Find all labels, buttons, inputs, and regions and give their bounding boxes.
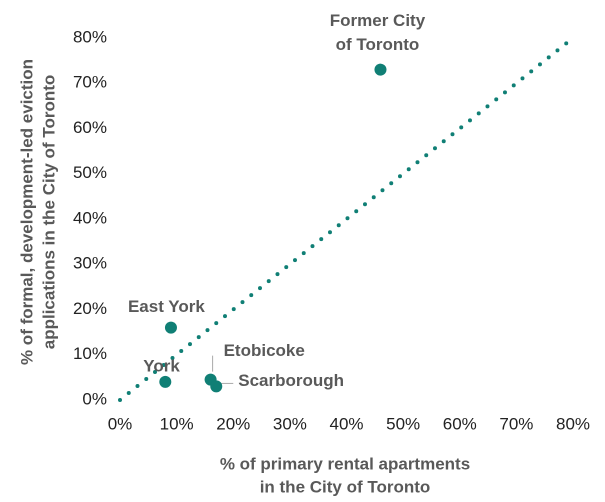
point-label: Etobicoke <box>224 341 305 360</box>
x-axis-label: in the City of Toronto <box>260 477 431 496</box>
y-tick-label: 20% <box>73 299 107 318</box>
x-tick-label: 80% <box>556 414 590 433</box>
point <box>164 321 177 334</box>
reference-line <box>118 36 575 402</box>
y-tick-label: 80% <box>73 27 107 46</box>
point <box>210 380 223 393</box>
point-label: Scarborough <box>238 371 344 390</box>
x-tick-label: 60% <box>443 414 477 433</box>
point-label: of Toronto <box>336 35 420 54</box>
x-axis-label: % of primary rental apartments <box>220 454 470 473</box>
y-axis-label: % of formal, development-led eviction <box>17 59 36 365</box>
x-tick-label: 40% <box>329 414 363 433</box>
x-tick-label: 30% <box>273 414 307 433</box>
y-axis-label: applications in the City of Toronto <box>39 75 58 350</box>
point <box>374 63 387 76</box>
y-tick-label: 0% <box>82 389 107 408</box>
x-tick-label: 50% <box>386 414 420 433</box>
point-label: York <box>143 356 180 375</box>
y-tick-label: 30% <box>73 254 107 273</box>
y-axis-label-group: % of formal, development-led eviction ap… <box>17 59 58 365</box>
y-tick-label: 60% <box>73 118 107 137</box>
y-tick-label: 40% <box>73 208 107 227</box>
y-tick-label: 50% <box>73 163 107 182</box>
x-tick-label: 0% <box>108 414 133 433</box>
x-tick-label: 10% <box>160 414 194 433</box>
point-label: Former City <box>330 11 426 30</box>
y-tick-label: 10% <box>73 344 107 363</box>
y-tick-label: 70% <box>73 73 107 92</box>
x-tick-label: 20% <box>216 414 250 433</box>
point-label: East York <box>128 297 205 316</box>
point <box>159 375 172 388</box>
x-tick-label: 70% <box>499 414 533 433</box>
